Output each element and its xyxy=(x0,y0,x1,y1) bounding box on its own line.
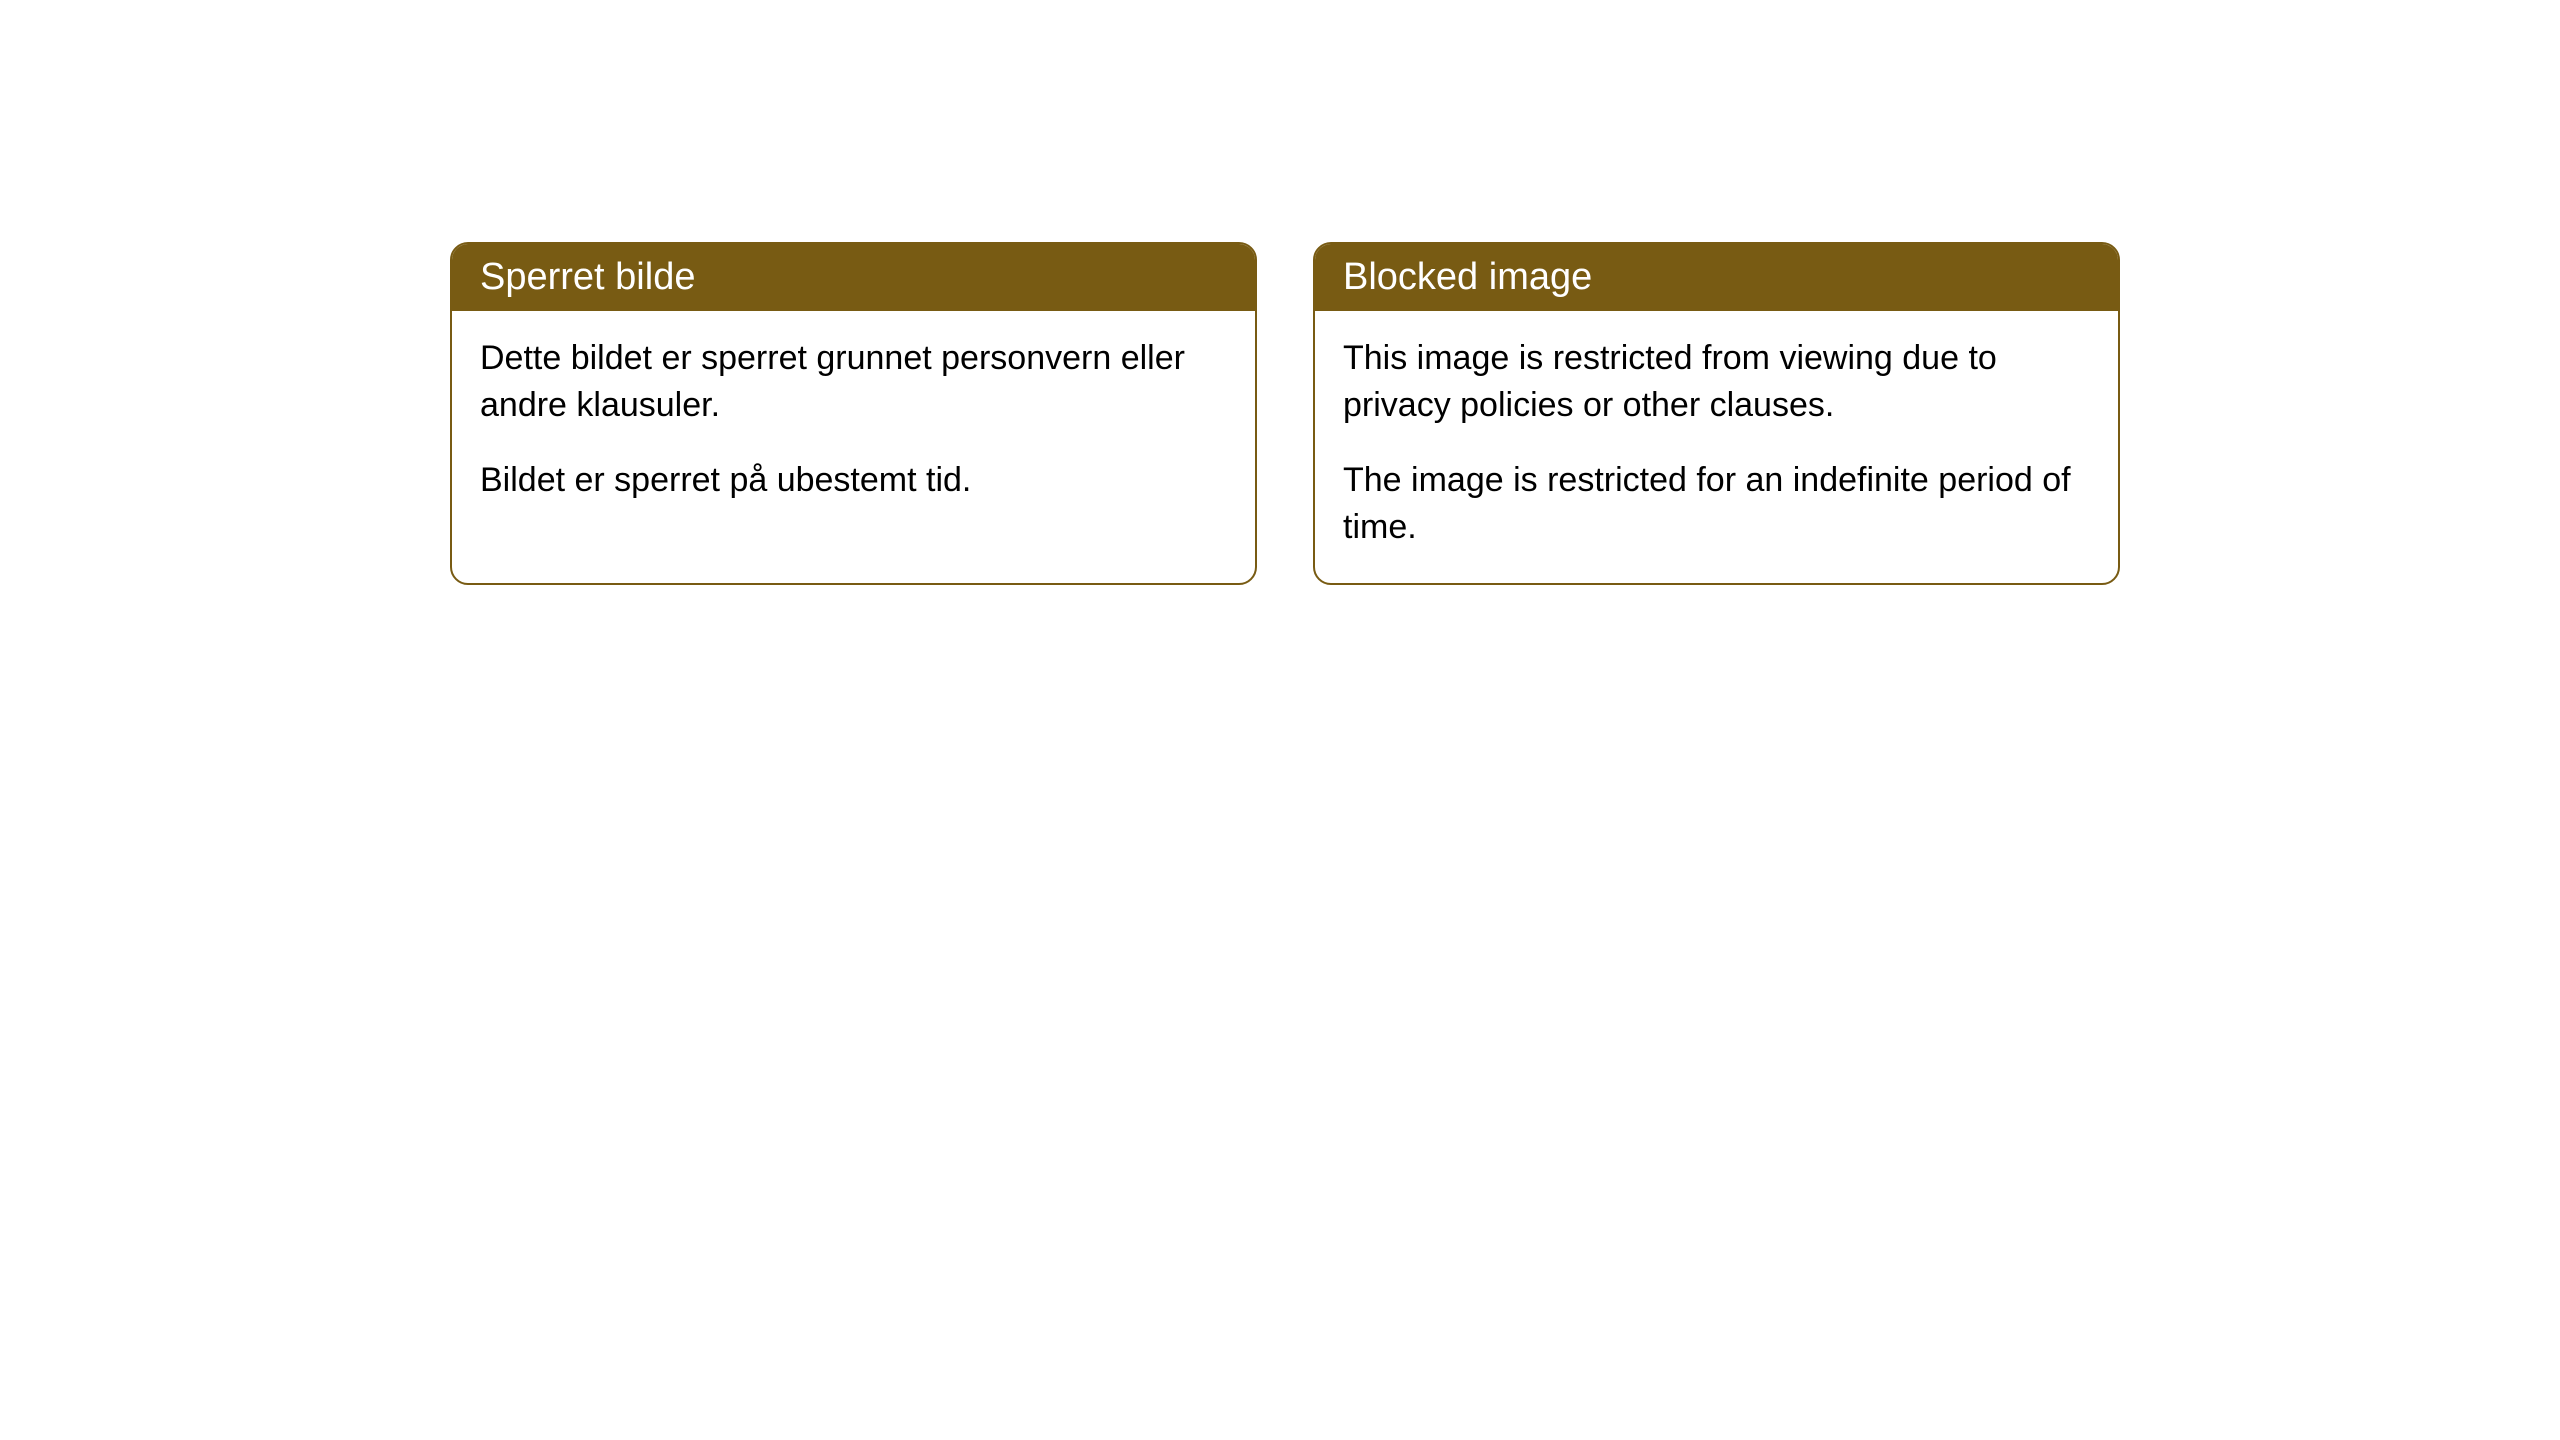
card-paragraph-no-2: Bildet er sperret på ubestemt tid. xyxy=(480,457,1227,504)
card-body-no: Dette bildet er sperret grunnet personve… xyxy=(452,311,1255,536)
blocked-image-card-no: Sperret bilde Dette bildet er sperret gr… xyxy=(450,242,1257,585)
card-paragraph-en-1: This image is restricted from viewing du… xyxy=(1343,335,2090,429)
card-title-no: Sperret bilde xyxy=(480,256,695,298)
card-title-en: Blocked image xyxy=(1343,256,1592,298)
card-paragraph-no-1: Dette bildet er sperret grunnet personve… xyxy=(480,335,1227,429)
card-body-en: This image is restricted from viewing du… xyxy=(1315,311,2118,583)
card-header-no: Sperret bilde xyxy=(452,244,1255,311)
cards-container: Sperret bilde Dette bildet er sperret gr… xyxy=(450,242,2120,585)
card-paragraph-en-2: The image is restricted for an indefinit… xyxy=(1343,457,2090,551)
card-header-en: Blocked image xyxy=(1315,244,2118,311)
blocked-image-card-en: Blocked image This image is restricted f… xyxy=(1313,242,2120,585)
